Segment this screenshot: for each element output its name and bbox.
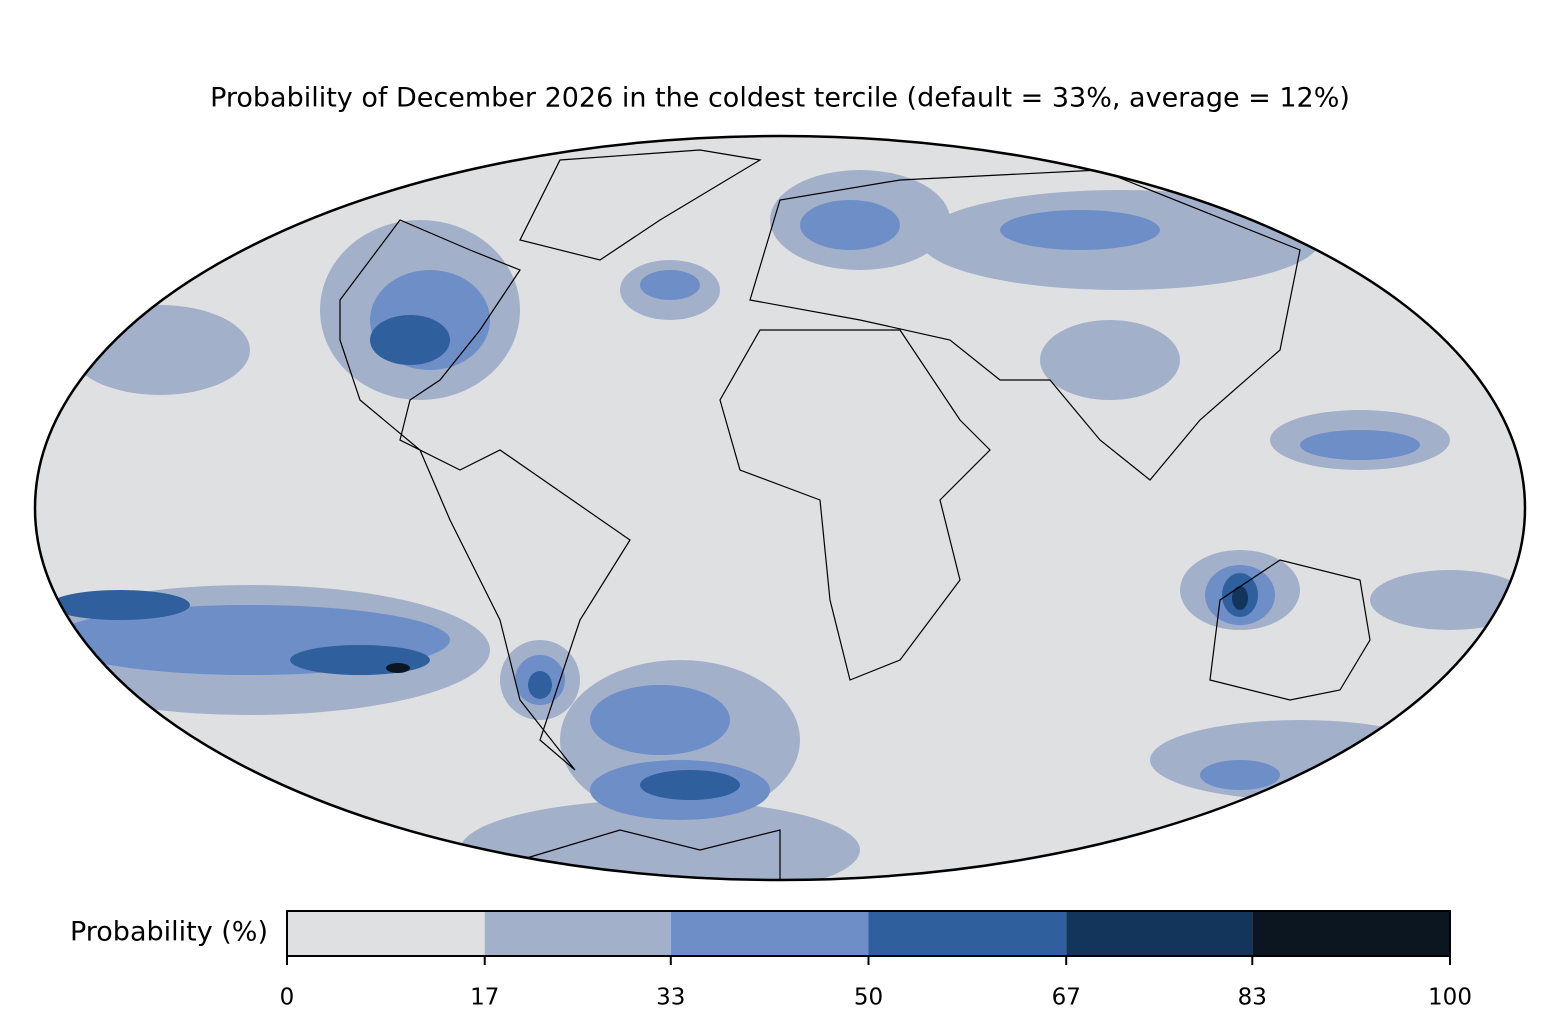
- colorbar-segment: [1066, 911, 1253, 956]
- contour-region: [1200, 760, 1280, 790]
- colorbar-tick-label: 0: [280, 985, 295, 1011]
- contour-region: [290, 645, 430, 675]
- map-title: Probability of December 2026 in the cold…: [210, 83, 1350, 114]
- contour-region: [1000, 210, 1160, 250]
- colorbar-tick-label: 50: [854, 985, 883, 1011]
- contour-blobs: [35, 170, 1525, 880]
- contour-region: [386, 663, 410, 673]
- contour-region: [1300, 430, 1420, 460]
- colorbar-tick-label: 83: [1238, 985, 1267, 1011]
- contour-region: [640, 770, 740, 800]
- contour-region: [370, 315, 450, 365]
- colorbar-tick-label: 67: [1052, 985, 1081, 1011]
- contour-region: [640, 270, 700, 300]
- contour-region: [1040, 320, 1180, 400]
- coastlines: [339, 149, 1371, 880]
- colorbar-tick-label: 33: [656, 985, 685, 1011]
- colorbar-tick-label: 17: [470, 985, 499, 1011]
- contour-region: [1370, 570, 1525, 630]
- colorbar-segment: [1252, 911, 1450, 956]
- contour-region: [800, 200, 900, 250]
- colorbar-segment: [484, 911, 671, 956]
- colorbar: 0 17 33 50 67 83 100: [280, 910, 1472, 1011]
- colorbar-label: Probability (%): [70, 917, 268, 948]
- contour-region: [50, 590, 190, 620]
- contour-region: [528, 671, 552, 699]
- contour-region: [1150, 720, 1450, 800]
- colorbar-segment: [868, 911, 1067, 956]
- contour-region: [590, 685, 730, 755]
- contour-region: [1232, 586, 1248, 610]
- map-border: [33, 134, 1527, 882]
- colorbar-segment: [670, 911, 869, 956]
- colorbar-segment: [287, 911, 485, 956]
- probability-field: [35, 136, 1525, 880]
- contour-region: [70, 305, 250, 395]
- colorbar-tick-label: 100: [1428, 985, 1472, 1011]
